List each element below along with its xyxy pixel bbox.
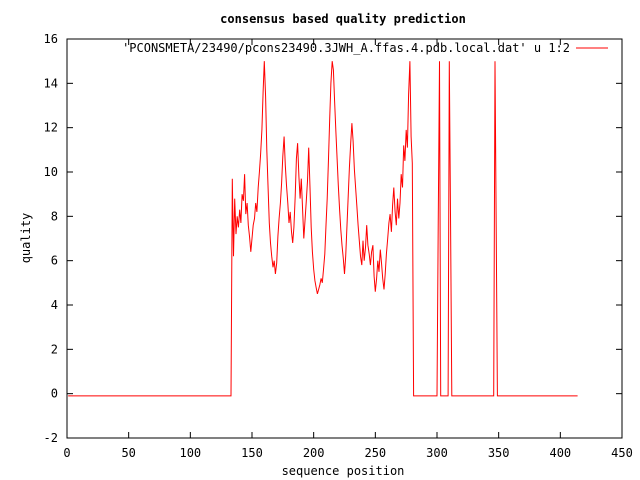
legend-label: 'PCONSMETA/23490/pcons23490.3JWH_A.ffas.… — [122, 41, 570, 55]
y-tick-label: 14 — [44, 76, 58, 90]
y-tick-label: 8 — [51, 209, 58, 223]
x-tick-label: 450 — [611, 446, 633, 460]
y-axis-label: quality — [19, 213, 33, 264]
x-axis-label: sequence position — [282, 464, 405, 478]
series-line — [68, 61, 578, 397]
y-tick-label: 0 — [51, 387, 58, 401]
x-tick-label: 200 — [303, 446, 325, 460]
x-tick-label: 300 — [426, 446, 448, 460]
x-tick-label: 0 — [63, 446, 70, 460]
y-tick-label: 6 — [51, 254, 58, 268]
y-tick-label: -2 — [44, 431, 58, 445]
x-tick-label: 350 — [488, 446, 510, 460]
plot-frame — [66, 38, 623, 439]
y-tick-label: 4 — [51, 298, 58, 312]
axis-ticks: 0 50 100 150 200 250 300 350 400 450 -2 0 2 4 6 8 10 12 14… — [44, 32, 633, 460]
y-tick-label: 12 — [44, 121, 58, 135]
x-tick-label: 150 — [241, 446, 263, 460]
chart-title: consensus based quality prediction — [220, 12, 466, 26]
y-tick-label: 2 — [51, 342, 58, 356]
x-tick-label: 50 — [121, 446, 135, 460]
y-tick-label: 16 — [44, 32, 58, 46]
series-layer — [68, 61, 578, 397]
x-tick-label: 250 — [364, 446, 386, 460]
x-tick-label: 100 — [179, 446, 201, 460]
y-tick-label: 10 — [44, 165, 58, 179]
legend: 'PCONSMETA/23490/pcons23490.3JWH_A.ffas.… — [122, 41, 608, 55]
x-tick-label: 400 — [549, 446, 571, 460]
